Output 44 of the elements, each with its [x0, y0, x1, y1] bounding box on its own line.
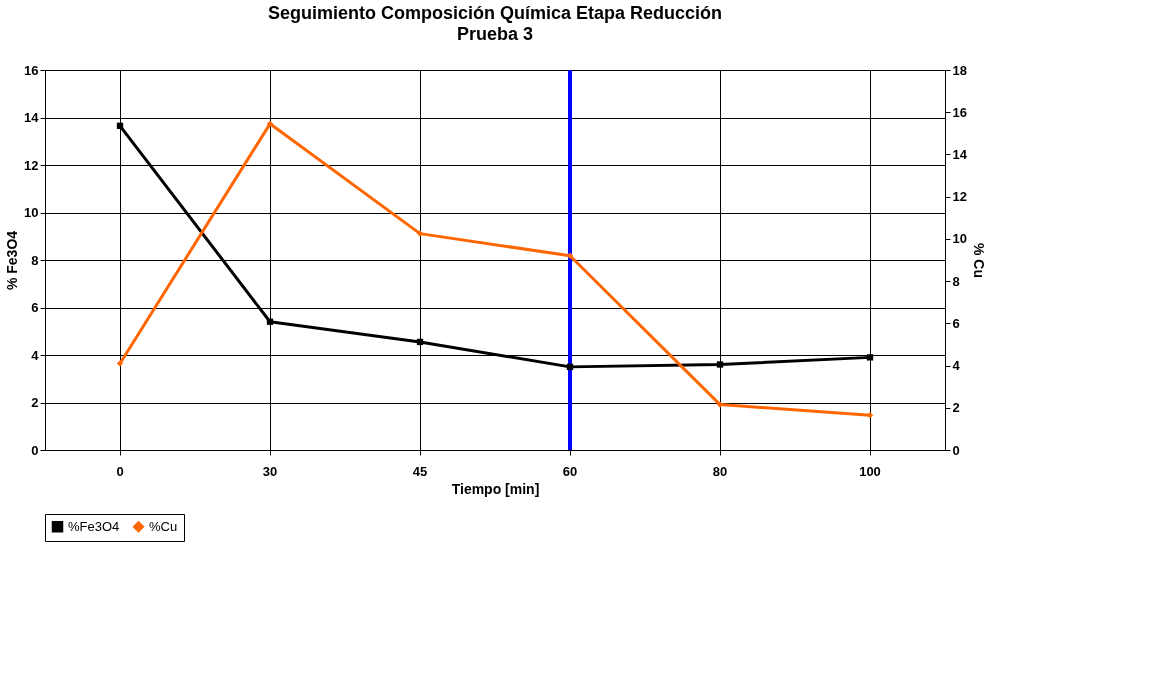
y-tick-label: 14	[24, 110, 40, 125]
point	[866, 354, 874, 361]
y-tick-label: 16	[24, 62, 39, 78]
point	[566, 363, 574, 371]
point	[116, 360, 124, 367]
point	[566, 252, 574, 259]
y2-tick-label: 6	[952, 315, 960, 331]
legend-label: %Cu	[149, 518, 178, 534]
x-tick-label: 0	[116, 463, 124, 479]
y2-axis-title: % Cu	[970, 243, 987, 278]
y-tick-label: 0	[31, 442, 39, 458]
y2-tick-label: 12	[952, 189, 967, 205]
y2-tick-label: 18	[952, 62, 967, 78]
point	[116, 122, 124, 129]
x-tick-label: 100	[859, 463, 881, 479]
y-tick-label: 4	[31, 347, 40, 363]
y-tick-label: 12	[24, 157, 39, 173]
x-axis-title: Tiempo [min]	[451, 480, 540, 497]
x-tick-label: 45	[412, 463, 428, 479]
x-tick-label: 80	[712, 463, 728, 479]
point	[416, 338, 424, 346]
point	[716, 401, 724, 408]
point	[866, 412, 874, 419]
point	[266, 120, 274, 127]
chart-subtitle: Prueba 3	[456, 24, 534, 44]
y-axis-title: % Fe3O4	[4, 230, 21, 291]
point	[716, 361, 724, 368]
x-tick-label: 30	[262, 463, 278, 479]
x-tick-label: 60	[562, 463, 578, 479]
chart-title: Seguimiento Composición Química Etapa Reducción	[267, 3, 723, 23]
y2-tick-label: 14	[952, 146, 968, 162]
point	[266, 318, 274, 325]
y-tick-label: 2	[31, 395, 39, 410]
y-tick-label: 10	[24, 205, 39, 220]
y2-tick-label: 16	[952, 104, 967, 120]
y2-tick-label: 4	[952, 358, 961, 374]
y-tick-label: 8	[31, 252, 39, 268]
y2-tick-label: 0	[952, 442, 960, 458]
y2-tick-label: 10	[952, 231, 967, 247]
legend-label: %Fe3O4	[68, 518, 120, 534]
y2-tick-label: 2	[952, 400, 960, 416]
y-tick-label: 6	[31, 300, 39, 315]
y2-tick-label: 8	[952, 273, 960, 289]
point	[416, 230, 424, 237]
